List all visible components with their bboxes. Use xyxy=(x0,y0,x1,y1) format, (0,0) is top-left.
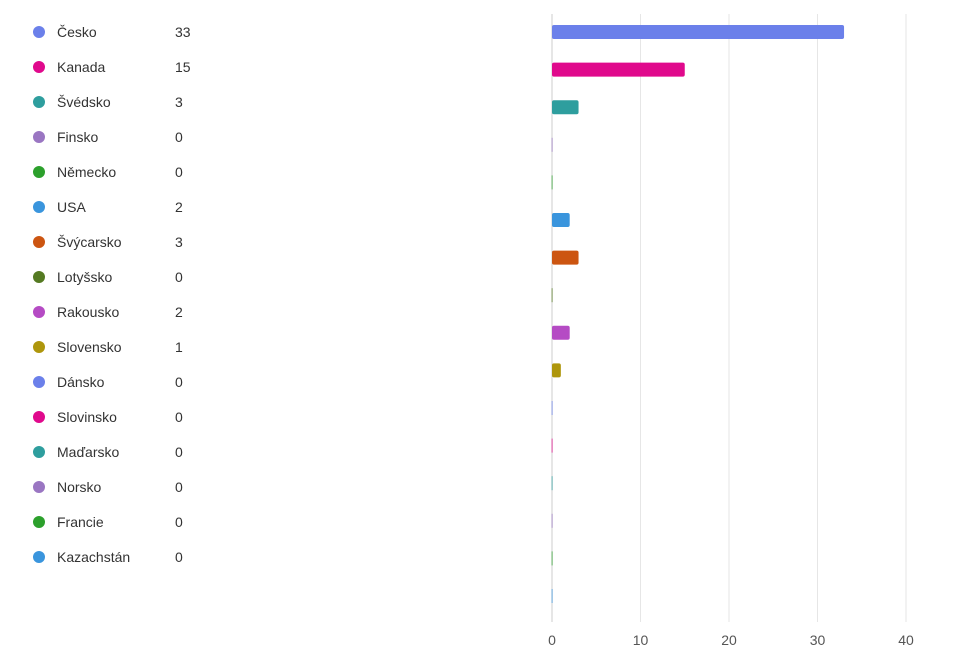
legend-value: 0 xyxy=(175,479,183,495)
legend-value: 0 xyxy=(175,444,183,460)
legend-item[interactable]: Francie 0 xyxy=(0,510,260,534)
legend-item[interactable]: Maďarsko 0 xyxy=(0,440,260,464)
bar[interactable] xyxy=(551,401,553,415)
legend-item[interactable]: Slovinsko 0 xyxy=(0,405,260,429)
legend-dot-icon xyxy=(33,551,45,563)
legend-item[interactable]: Švédsko 3 xyxy=(0,90,260,114)
legend-item[interactable]: Lotyšsko 0 xyxy=(0,265,260,289)
bar[interactable] xyxy=(551,476,553,491)
legend-value: 3 xyxy=(175,94,183,110)
legend-dot-icon xyxy=(33,61,45,73)
bar[interactable] xyxy=(552,100,579,115)
legend-dot-icon xyxy=(33,166,45,178)
legend-value: 0 xyxy=(175,164,183,180)
legend-value: 0 xyxy=(175,269,183,285)
legend-item[interactable]: Slovensko 1 xyxy=(0,335,260,359)
legend-item[interactable]: Norsko 0 xyxy=(0,475,260,499)
legend-value: 2 xyxy=(175,199,183,215)
bar[interactable] xyxy=(552,363,561,378)
legend-dot-icon xyxy=(33,341,45,353)
legend-dot-icon xyxy=(33,516,45,528)
legend-value: 3 xyxy=(175,234,183,250)
legend-label: Norsko xyxy=(57,479,102,495)
legend-dot-icon xyxy=(33,411,45,423)
legend-item[interactable]: Německo 0 xyxy=(0,160,260,184)
legend-value: 15 xyxy=(175,59,191,75)
legend-item[interactable]: Kanada 15 xyxy=(0,55,260,79)
legend-dot-icon xyxy=(33,481,45,493)
legend-value: 33 xyxy=(175,24,191,40)
legend-dot-icon xyxy=(33,446,45,458)
legend-label: Slovinsko xyxy=(57,409,117,425)
bar[interactable] xyxy=(552,213,570,227)
legend-value: 0 xyxy=(175,514,183,530)
bar[interactable] xyxy=(551,551,553,566)
legend-dot-icon xyxy=(33,306,45,318)
legend-value: 1 xyxy=(175,339,183,355)
bar[interactable] xyxy=(551,589,553,603)
legend-value: 0 xyxy=(175,374,183,390)
legend-label: Dánsko xyxy=(57,374,105,390)
legend-item[interactable]: Rakousko 2 xyxy=(0,300,260,324)
legend-label: Švýcarsko xyxy=(57,234,122,250)
bar[interactable] xyxy=(551,175,553,190)
x-tick-label: 20 xyxy=(721,632,737,648)
bar[interactable] xyxy=(552,325,570,340)
legend-item[interactable]: Finsko 0 xyxy=(0,125,260,149)
bar[interactable] xyxy=(551,288,553,303)
legend-label: Česko xyxy=(57,24,97,40)
legend-value: 0 xyxy=(175,409,183,425)
legend-item[interactable]: USA 2 xyxy=(0,195,260,219)
legend-dot-icon xyxy=(33,96,45,108)
legend-item[interactable]: Švýcarsko 3 xyxy=(0,230,260,254)
legend-label: Kazachstán xyxy=(57,549,131,565)
legend-dot-icon xyxy=(33,131,45,143)
bar[interactable] xyxy=(552,25,845,39)
legend-label: Kanada xyxy=(57,59,106,75)
legend-label: Německo xyxy=(57,164,117,180)
legend-label: USA xyxy=(57,199,86,215)
legend-label: Švédsko xyxy=(57,94,111,110)
legend-dot-icon xyxy=(33,26,45,38)
legend-value: 2 xyxy=(175,304,183,320)
legend-dot-icon xyxy=(33,201,45,213)
bar[interactable] xyxy=(551,137,553,152)
x-tick-label: 10 xyxy=(633,632,649,648)
legend-dot-icon xyxy=(33,271,45,283)
x-tick-label: 40 xyxy=(898,632,914,648)
x-tick-label: 30 xyxy=(810,632,826,648)
legend: Česko 33 Kanada 15 Švédsko 3 Finsko 0 Německo 0 US… xyxy=(0,0,260,600)
legend-label: Finsko xyxy=(57,129,99,145)
legend-item[interactable]: Dánsko 0 xyxy=(0,370,260,394)
bar[interactable] xyxy=(552,250,579,265)
legend-dot-icon xyxy=(33,236,45,248)
bar[interactable] xyxy=(552,62,685,77)
bar[interactable] xyxy=(551,513,553,528)
legend-value: 0 xyxy=(175,549,183,565)
legend-value: 0 xyxy=(175,129,183,145)
legend-label: Francie xyxy=(57,514,104,530)
x-tick-label: 0 xyxy=(548,632,556,648)
legend-item[interactable]: Kazachstán 0 xyxy=(0,545,260,569)
bar[interactable] xyxy=(551,438,553,453)
legend-dot-icon xyxy=(33,376,45,388)
legend-label: Lotyšsko xyxy=(57,269,113,285)
legend-item[interactable]: Česko 33 xyxy=(0,20,260,44)
legend-label: Rakousko xyxy=(57,304,120,320)
legend-label: Maďarsko xyxy=(57,444,120,460)
legend-label: Slovensko xyxy=(57,339,122,355)
